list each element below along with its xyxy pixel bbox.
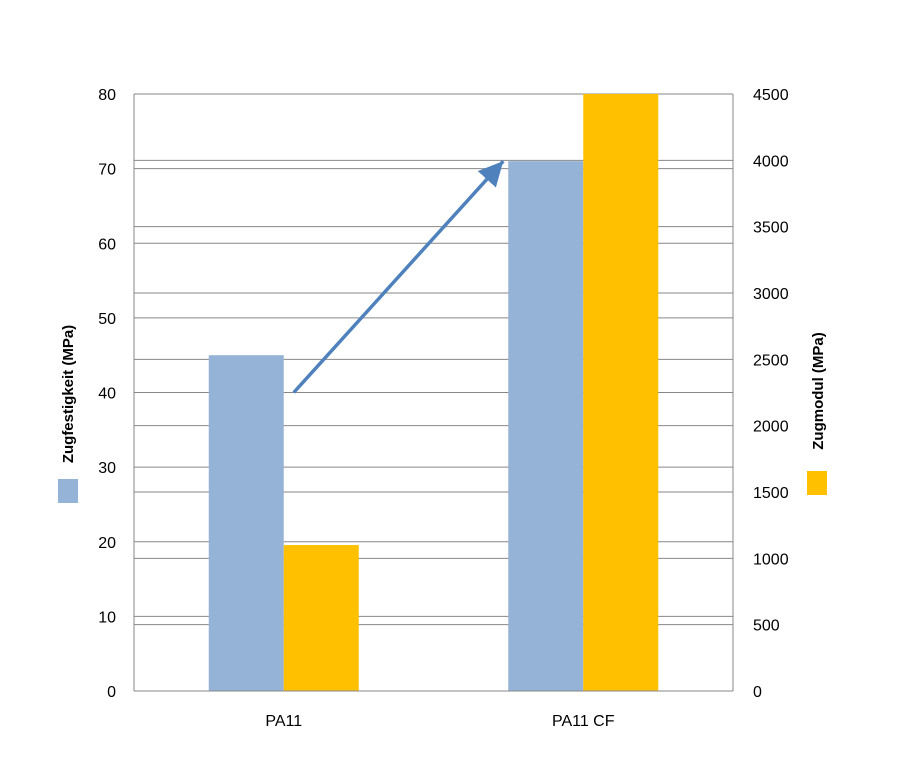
y-tick-label-4: 40 [98, 386, 116, 403]
y-tick-label-7: 70 [98, 162, 116, 179]
x-tick-label-0: PA11 [265, 713, 302, 730]
y-tick-label-3: 30 [98, 460, 116, 477]
y-tick-label-6: 60 [98, 236, 116, 253]
y-axis-title: Zugfestigkeit (MPa) [60, 325, 77, 463]
legend-swatch-zugmodul [807, 471, 827, 495]
y2-tick-label-1: 500 [753, 618, 780, 635]
annotations [292, 159, 505, 394]
y2-tick-label-4: 2000 [753, 419, 789, 436]
y-axis-title-group: Zugfestigkeit (MPa) [58, 325, 78, 503]
bar-zugfestigkeit-0 [208, 355, 284, 691]
axes [133, 94, 734, 692]
y2-axis-title: Zugmodul (MPa) [810, 332, 827, 449]
y2-tick-label-0: 0 [753, 684, 762, 701]
y2-axis-title-group: Zugmodul (MPa) [807, 332, 827, 495]
x-axis-ticks: PA11 PA11 CF [265, 713, 614, 730]
y-tick-label-8: 80 [98, 87, 116, 104]
y2-tick-label-7: 3500 [753, 220, 789, 237]
y-tick-label-1: 10 [98, 609, 116, 626]
y-tick-label-5: 50 [98, 311, 116, 328]
bar-zugmodul-0 [283, 545, 359, 691]
bar-zugfestigkeit-1 [508, 161, 584, 692]
y2-tick-label-9: 4500 [753, 87, 789, 104]
trend-arrow [292, 159, 505, 394]
y-tick-label-2: 20 [98, 535, 116, 552]
y2-tick-label-5: 2500 [753, 352, 789, 369]
y2-tick-label-6: 3000 [753, 286, 789, 303]
bars [208, 94, 659, 692]
y2-tick-label-2: 1000 [753, 551, 789, 568]
y2-tick-label-3: 1500 [753, 485, 789, 502]
y-tick-label-0: 0 [107, 684, 116, 701]
bar-zugmodul-1 [583, 94, 659, 691]
legend-swatch-zugfestigkeit [58, 479, 78, 503]
x-tick-label-1: PA11 CF [552, 713, 615, 730]
y-axis-ticks: 0 10 20 30 40 50 60 70 80 [98, 87, 116, 701]
y2-tick-label-8: 4000 [753, 153, 789, 170]
y2-axis-ticks: 0 500 1000 1500 2000 2500 3000 3500 4000 4500 [753, 87, 789, 701]
